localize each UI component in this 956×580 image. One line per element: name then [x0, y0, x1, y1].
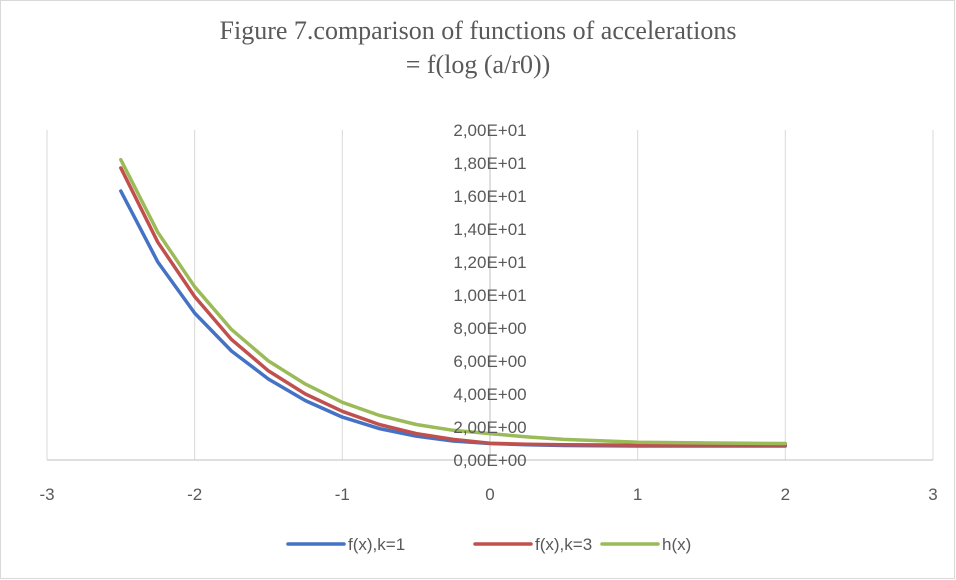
y-tick-label: 2,00E+00 — [453, 418, 526, 437]
legend-label: h(x) — [662, 535, 691, 554]
series-line-2 — [119, 157, 788, 446]
y-tick-label: 1,60E+01 — [453, 187, 526, 206]
y-tick-label: 8,00E+00 — [453, 319, 526, 338]
y-tick-label: 4,00E+00 — [453, 385, 526, 404]
y-tick-label: 1,20E+01 — [453, 253, 526, 272]
y-tick-label: 6,00E+00 — [453, 352, 526, 371]
x-tick-label: 0 — [485, 485, 494, 504]
x-tick-label: -1 — [335, 485, 350, 504]
x-tick-label: -2 — [187, 485, 202, 504]
x-tick-label: 2 — [781, 485, 790, 504]
legend-label: f(x),k=1 — [348, 535, 405, 554]
y-tick-label: 1,40E+01 — [453, 220, 526, 239]
y-tick-label: 2,00E+01 — [453, 121, 526, 140]
x-tick-label: 1 — [633, 485, 642, 504]
x-tick-label: 3 — [928, 485, 937, 504]
chart-title-line-2: = f(log (a/r0)) — [405, 50, 551, 79]
y-tick-label: 1,00E+01 — [453, 286, 526, 305]
legend-label: f(x),k=3 — [535, 535, 592, 554]
chart-title: Figure 7.comparison of functions of acce… — [0, 14, 956, 82]
x-tick-label: -3 — [39, 485, 54, 504]
chart-title-line-1: Figure 7.comparison of functions of acce… — [219, 16, 737, 45]
series-line-1 — [119, 166, 788, 447]
y-tick-label: 1,80E+01 — [453, 154, 526, 173]
y-tick-label: 0,00E+00 — [453, 451, 526, 470]
